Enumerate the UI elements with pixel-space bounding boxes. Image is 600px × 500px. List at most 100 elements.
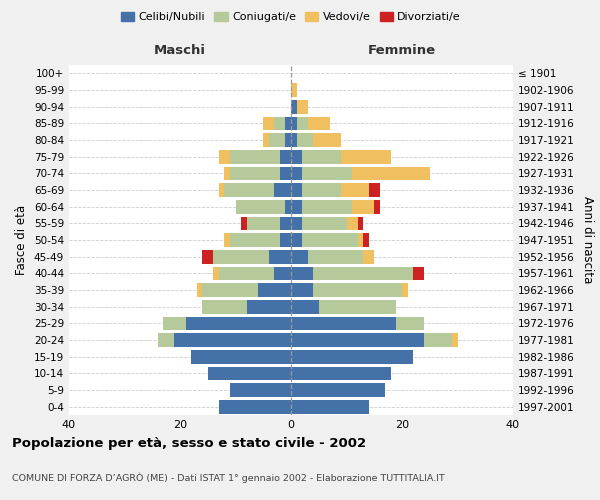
Bar — [230, 383, 291, 397]
Bar — [413, 266, 424, 280]
Text: Popolazione per età, sesso e stato civile - 2002: Popolazione per età, sesso e stato civil… — [12, 438, 366, 450]
Bar — [358, 216, 363, 230]
Bar — [347, 216, 358, 230]
Bar — [302, 200, 352, 213]
Bar — [286, 200, 291, 213]
Bar — [163, 316, 185, 330]
Bar — [424, 333, 452, 347]
Bar — [291, 166, 302, 180]
Bar — [269, 133, 286, 147]
Bar — [158, 333, 175, 347]
Bar — [291, 150, 302, 164]
Text: COMUNE DI FORZA D’AGRÒ (ME) - Dati ISTAT 1° gennaio 2002 - Elaborazione TUTTITAL: COMUNE DI FORZA D’AGRÒ (ME) - Dati ISTAT… — [12, 472, 445, 483]
Bar — [291, 250, 308, 264]
Bar — [274, 183, 291, 197]
Bar — [202, 250, 214, 264]
Bar — [291, 216, 302, 230]
Bar — [291, 350, 413, 364]
Bar — [208, 366, 291, 380]
Bar — [230, 150, 280, 164]
Bar — [291, 400, 369, 413]
Bar — [280, 166, 291, 180]
Bar — [175, 333, 291, 347]
Bar — [247, 216, 280, 230]
Bar — [291, 116, 296, 130]
Bar — [291, 233, 302, 247]
Y-axis label: Anni di nascita: Anni di nascita — [581, 196, 594, 284]
Bar — [291, 133, 296, 147]
Bar — [274, 266, 291, 280]
Bar — [197, 283, 202, 297]
Bar — [280, 150, 291, 164]
Bar — [202, 300, 247, 314]
Bar — [286, 133, 291, 147]
Bar — [291, 200, 302, 213]
Bar — [280, 216, 291, 230]
Bar — [258, 283, 291, 297]
Bar — [185, 316, 291, 330]
Bar — [224, 183, 274, 197]
Bar — [214, 250, 269, 264]
Y-axis label: Fasce di età: Fasce di età — [16, 205, 28, 275]
Bar — [224, 166, 230, 180]
Bar — [291, 183, 302, 197]
Bar — [402, 283, 407, 297]
Bar — [230, 166, 280, 180]
Bar — [296, 100, 308, 114]
Bar — [219, 183, 224, 197]
Bar — [274, 116, 286, 130]
Bar — [308, 250, 363, 264]
Legend: Celibi/Nubili, Coniugati/e, Vedovi/e, Divorziati/e: Celibi/Nubili, Coniugati/e, Vedovi/e, Di… — [116, 8, 466, 27]
Bar — [369, 183, 380, 197]
Bar — [247, 300, 291, 314]
Bar — [219, 150, 230, 164]
Bar — [191, 350, 291, 364]
Bar — [352, 166, 430, 180]
Bar — [296, 133, 313, 147]
Bar — [302, 166, 352, 180]
Bar — [235, 200, 286, 213]
Bar — [313, 283, 402, 297]
Bar — [291, 100, 296, 114]
Bar — [363, 250, 374, 264]
Bar — [219, 400, 291, 413]
Bar — [308, 116, 330, 130]
Bar — [263, 133, 269, 147]
Text: Maschi: Maschi — [154, 44, 206, 58]
Bar — [269, 250, 291, 264]
Bar — [241, 216, 247, 230]
Bar — [263, 116, 274, 130]
Bar — [291, 333, 424, 347]
Bar — [291, 316, 397, 330]
Bar — [291, 383, 385, 397]
Bar — [358, 233, 363, 247]
Bar — [341, 150, 391, 164]
Bar — [374, 200, 380, 213]
Bar — [302, 150, 341, 164]
Bar — [291, 266, 313, 280]
Bar — [291, 83, 296, 97]
Bar — [452, 333, 458, 347]
Bar — [302, 216, 347, 230]
Bar — [286, 116, 291, 130]
Bar — [313, 133, 341, 147]
Bar — [397, 316, 424, 330]
Bar — [341, 183, 368, 197]
Bar — [296, 116, 308, 130]
Text: Femmine: Femmine — [368, 44, 436, 58]
Bar — [363, 233, 368, 247]
Bar — [202, 283, 258, 297]
Bar — [219, 266, 274, 280]
Bar — [230, 233, 280, 247]
Bar — [302, 183, 341, 197]
Bar — [313, 266, 413, 280]
Bar — [302, 233, 358, 247]
Bar — [291, 300, 319, 314]
Bar — [280, 233, 291, 247]
Bar — [319, 300, 397, 314]
Bar — [291, 366, 391, 380]
Bar — [214, 266, 219, 280]
Bar — [352, 200, 374, 213]
Bar — [291, 283, 313, 297]
Bar — [224, 233, 230, 247]
